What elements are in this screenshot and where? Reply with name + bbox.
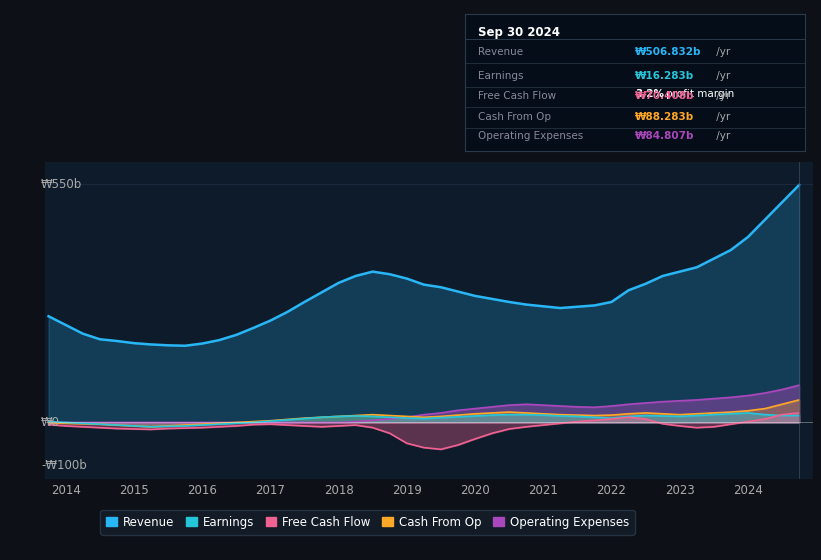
Text: ₩506.832b: ₩506.832b <box>635 48 701 58</box>
Text: Cash From Op: Cash From Op <box>479 112 552 122</box>
Text: Sep 30 2024: Sep 30 2024 <box>479 26 560 39</box>
Text: ₩84.807b: ₩84.807b <box>635 131 695 141</box>
Text: /yr: /yr <box>713 48 731 58</box>
Text: 3.2%: 3.2% <box>635 88 664 99</box>
Text: ₩70.408b: ₩70.408b <box>635 91 695 101</box>
Text: profit margin: profit margin <box>666 88 734 99</box>
Text: Free Cash Flow: Free Cash Flow <box>479 91 557 101</box>
Text: ₩88.283b: ₩88.283b <box>635 112 695 122</box>
Text: /yr: /yr <box>713 131 731 141</box>
Text: /yr: /yr <box>713 71 731 81</box>
Text: ₩16.283b: ₩16.283b <box>635 71 695 81</box>
Text: ₩550b: ₩550b <box>41 178 82 190</box>
Text: ₩0: ₩0 <box>41 416 60 429</box>
Text: Revenue: Revenue <box>479 48 524 58</box>
Legend: Revenue, Earnings, Free Cash Flow, Cash From Op, Operating Expenses: Revenue, Earnings, Free Cash Flow, Cash … <box>100 510 635 535</box>
Text: -₩100b: -₩100b <box>41 459 87 472</box>
Text: Operating Expenses: Operating Expenses <box>479 131 584 141</box>
Text: /yr: /yr <box>713 91 731 101</box>
Text: Earnings: Earnings <box>479 71 524 81</box>
Text: /yr: /yr <box>713 112 731 122</box>
